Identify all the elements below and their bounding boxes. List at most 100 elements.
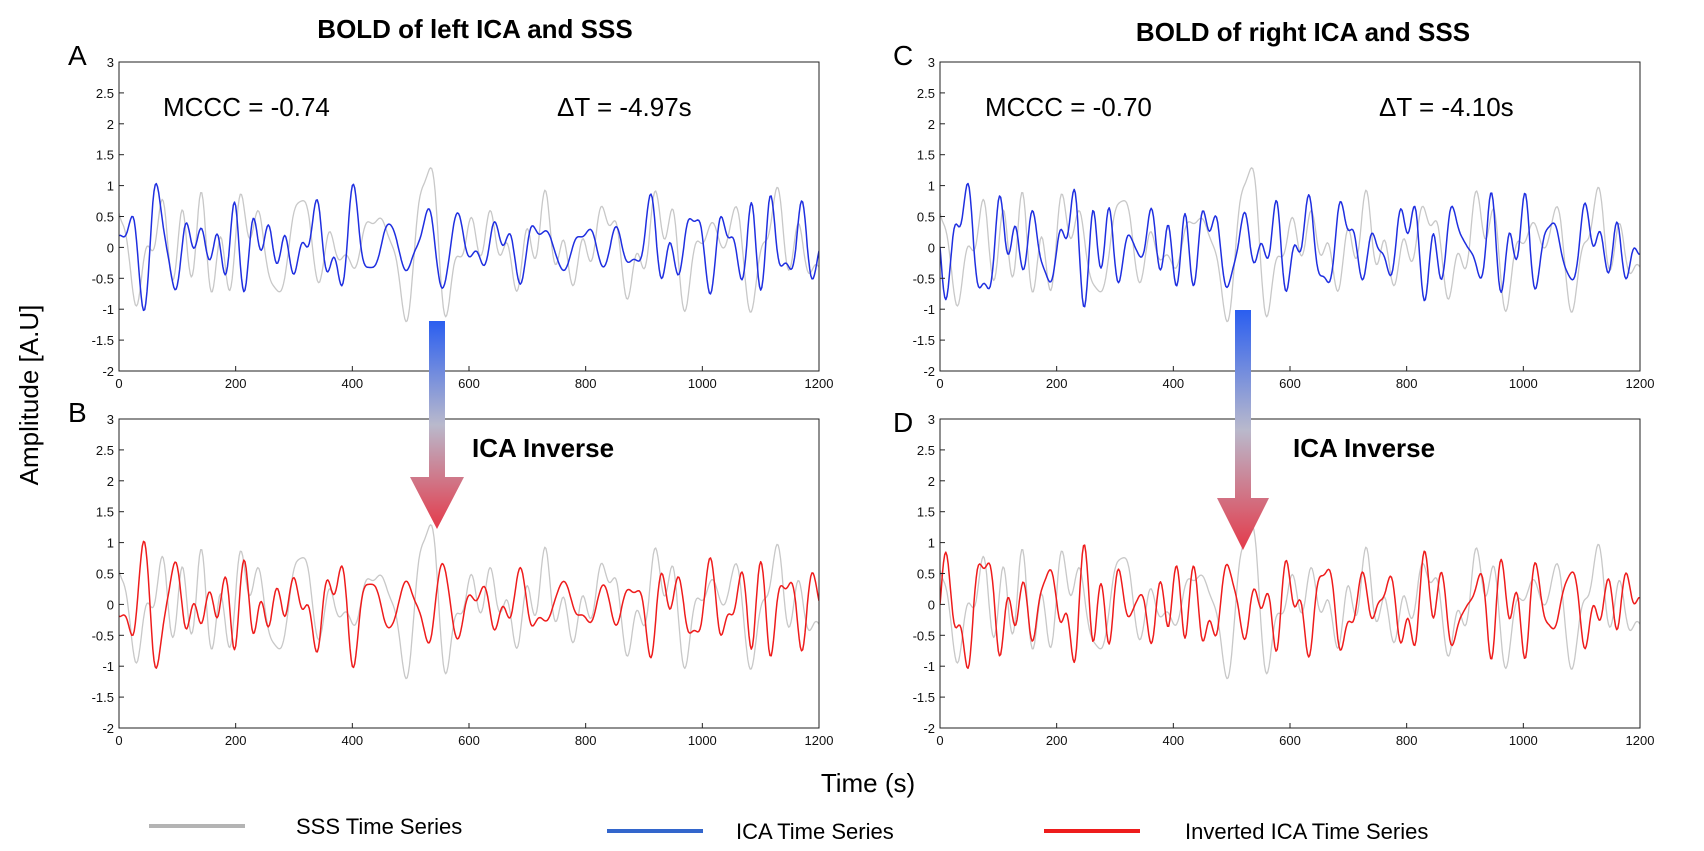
legend: SSS Time Series ICA Time Series Inverted…: [149, 814, 1428, 844]
y-tick-label: 3: [107, 55, 114, 70]
y-tick-label: 3: [928, 55, 935, 70]
panel-a-plot: [119, 167, 819, 323]
y-tick-label: -1: [102, 302, 114, 317]
ica-inverse-arrow-left: [410, 321, 464, 529]
y-tick-label: 1.5: [917, 148, 935, 163]
inverted-ica-series-line: [940, 544, 1640, 670]
y-tick-label: -1.5: [92, 690, 114, 705]
y-tick-label: 3: [928, 412, 935, 427]
legend-label-inverted: Inverted ICA Time Series: [1185, 819, 1428, 844]
sss-series-line: [119, 167, 819, 323]
y-tick-label: -1: [102, 659, 114, 674]
x-tick-label: 200: [1046, 733, 1068, 748]
y-tick-label: 1: [107, 179, 114, 194]
x-tick-label: 1000: [1509, 733, 1538, 748]
y-tick-label: -0.5: [913, 271, 935, 286]
x-axis-label: Time (s): [821, 768, 915, 798]
panel-c-delta-t: ΔT = -4.10s: [1379, 92, 1514, 122]
y-tick-label: -2: [102, 364, 114, 379]
panel-b-axes: 0 200 400 600 800 1000 1200 3 2.5 2 1.5 1 0.5 0 -0.5 -1…: [92, 412, 834, 748]
x-tick-label: 0: [115, 733, 122, 748]
x-tick-label: 200: [225, 733, 247, 748]
legend-label-ica: ICA Time Series: [736, 819, 894, 844]
panel-a-delta-t: ΔT = -4.97s: [557, 92, 692, 122]
x-tick-label: 200: [225, 376, 247, 391]
x-tick-label: 1200: [805, 733, 834, 748]
panel-c-mccc: MCCC = -0.70: [985, 92, 1152, 122]
panel-a-letter: A: [68, 40, 87, 71]
y-tick-label: 2.5: [917, 443, 935, 458]
y-tick-label: 0.5: [917, 567, 935, 582]
y-tick-label: 2.5: [917, 86, 935, 101]
x-tick-label: 1200: [1626, 376, 1655, 391]
x-tick-label: 0: [936, 733, 943, 748]
x-tick-label: 800: [575, 733, 597, 748]
y-tick-label: 1.5: [917, 505, 935, 520]
ica-series-line: [119, 182, 819, 312]
x-tick-label: 800: [1396, 376, 1418, 391]
y-tick-label: 1.5: [96, 148, 114, 163]
y-tick-label: -1.5: [913, 690, 935, 705]
legend-label-sss: SSS Time Series: [296, 814, 462, 839]
y-tick-label: -1: [923, 659, 935, 674]
panel-a-title: BOLD of left ICA and SSS: [317, 14, 632, 44]
y-tick-label: -2: [923, 721, 935, 736]
x-tick-label: 800: [1396, 733, 1418, 748]
y-tick-label: 0: [107, 597, 114, 612]
y-tick-label: -1.5: [913, 333, 935, 348]
y-tick-label: 0.5: [917, 210, 935, 225]
x-tick-label: 600: [458, 733, 480, 748]
x-tick-label: 400: [1162, 733, 1184, 748]
ica-series-line: [940, 182, 1640, 308]
y-tick-label: 2.5: [96, 86, 114, 101]
y-tick-label: -1.5: [92, 333, 114, 348]
y-tick-label: -1: [923, 302, 935, 317]
x-tick-label: 600: [458, 376, 480, 391]
x-tick-label: 1000: [688, 733, 717, 748]
y-tick-label: 2: [107, 474, 114, 489]
y-tick-label: -2: [102, 721, 114, 736]
x-tick-label: 400: [1162, 376, 1184, 391]
ica-inverse-arrow-right: [1217, 310, 1269, 550]
y-tick-label: -0.5: [92, 628, 114, 643]
panel-b-letter: B: [68, 397, 87, 428]
sss-series-line: [119, 524, 819, 680]
x-tick-label: 400: [341, 376, 363, 391]
y-tick-label: 1: [107, 536, 114, 551]
x-tick-label: 1000: [688, 376, 717, 391]
y-tick-label: 0: [928, 240, 935, 255]
y-tick-label: -2: [923, 364, 935, 379]
x-tick-label: 1000: [1509, 376, 1538, 391]
y-tick-label: 0.5: [96, 567, 114, 582]
arrow-label-left: ICA Inverse: [472, 433, 614, 463]
x-tick-label: 200: [1046, 376, 1068, 391]
panel-c-plot: [940, 167, 1640, 323]
y-tick-label: 1.5: [96, 505, 114, 520]
y-tick-label: 2.5: [96, 443, 114, 458]
y-tick-label: 3: [107, 412, 114, 427]
panel-c-title: BOLD of right ICA and SSS: [1136, 17, 1470, 47]
y-tick-label: 2: [107, 117, 114, 132]
y-tick-label: -0.5: [92, 271, 114, 286]
x-tick-label: 0: [936, 376, 943, 391]
y-tick-label: 1: [928, 179, 935, 194]
panel-d-letter: D: [893, 407, 913, 438]
panel-c-letter: C: [893, 40, 913, 71]
y-tick-label: 2: [928, 474, 935, 489]
arrow-label-right: ICA Inverse: [1293, 433, 1435, 463]
panel-c-axes: 0 200 400 600 800 1000 1200 3 2.5 2 1.5 1 0.5 0 -0.5 -1…: [913, 55, 1655, 391]
inverted-ica-series-line: [119, 540, 819, 669]
x-tick-label: 600: [1279, 733, 1301, 748]
y-tick-label: 1: [928, 536, 935, 551]
panel-a-mccc: MCCC = -0.74: [163, 92, 330, 122]
x-tick-label: 0: [115, 376, 122, 391]
y-tick-label: 0: [107, 240, 114, 255]
y-tick-label: 2: [928, 117, 935, 132]
x-tick-label: 1200: [1626, 733, 1655, 748]
x-tick-label: 1200: [805, 376, 834, 391]
plot-frame: [939, 418, 1641, 729]
panel-b-plot: [119, 524, 819, 680]
y-axis-label: Amplitude [A.U]: [14, 305, 44, 486]
panel-d-plot: [940, 524, 1640, 680]
